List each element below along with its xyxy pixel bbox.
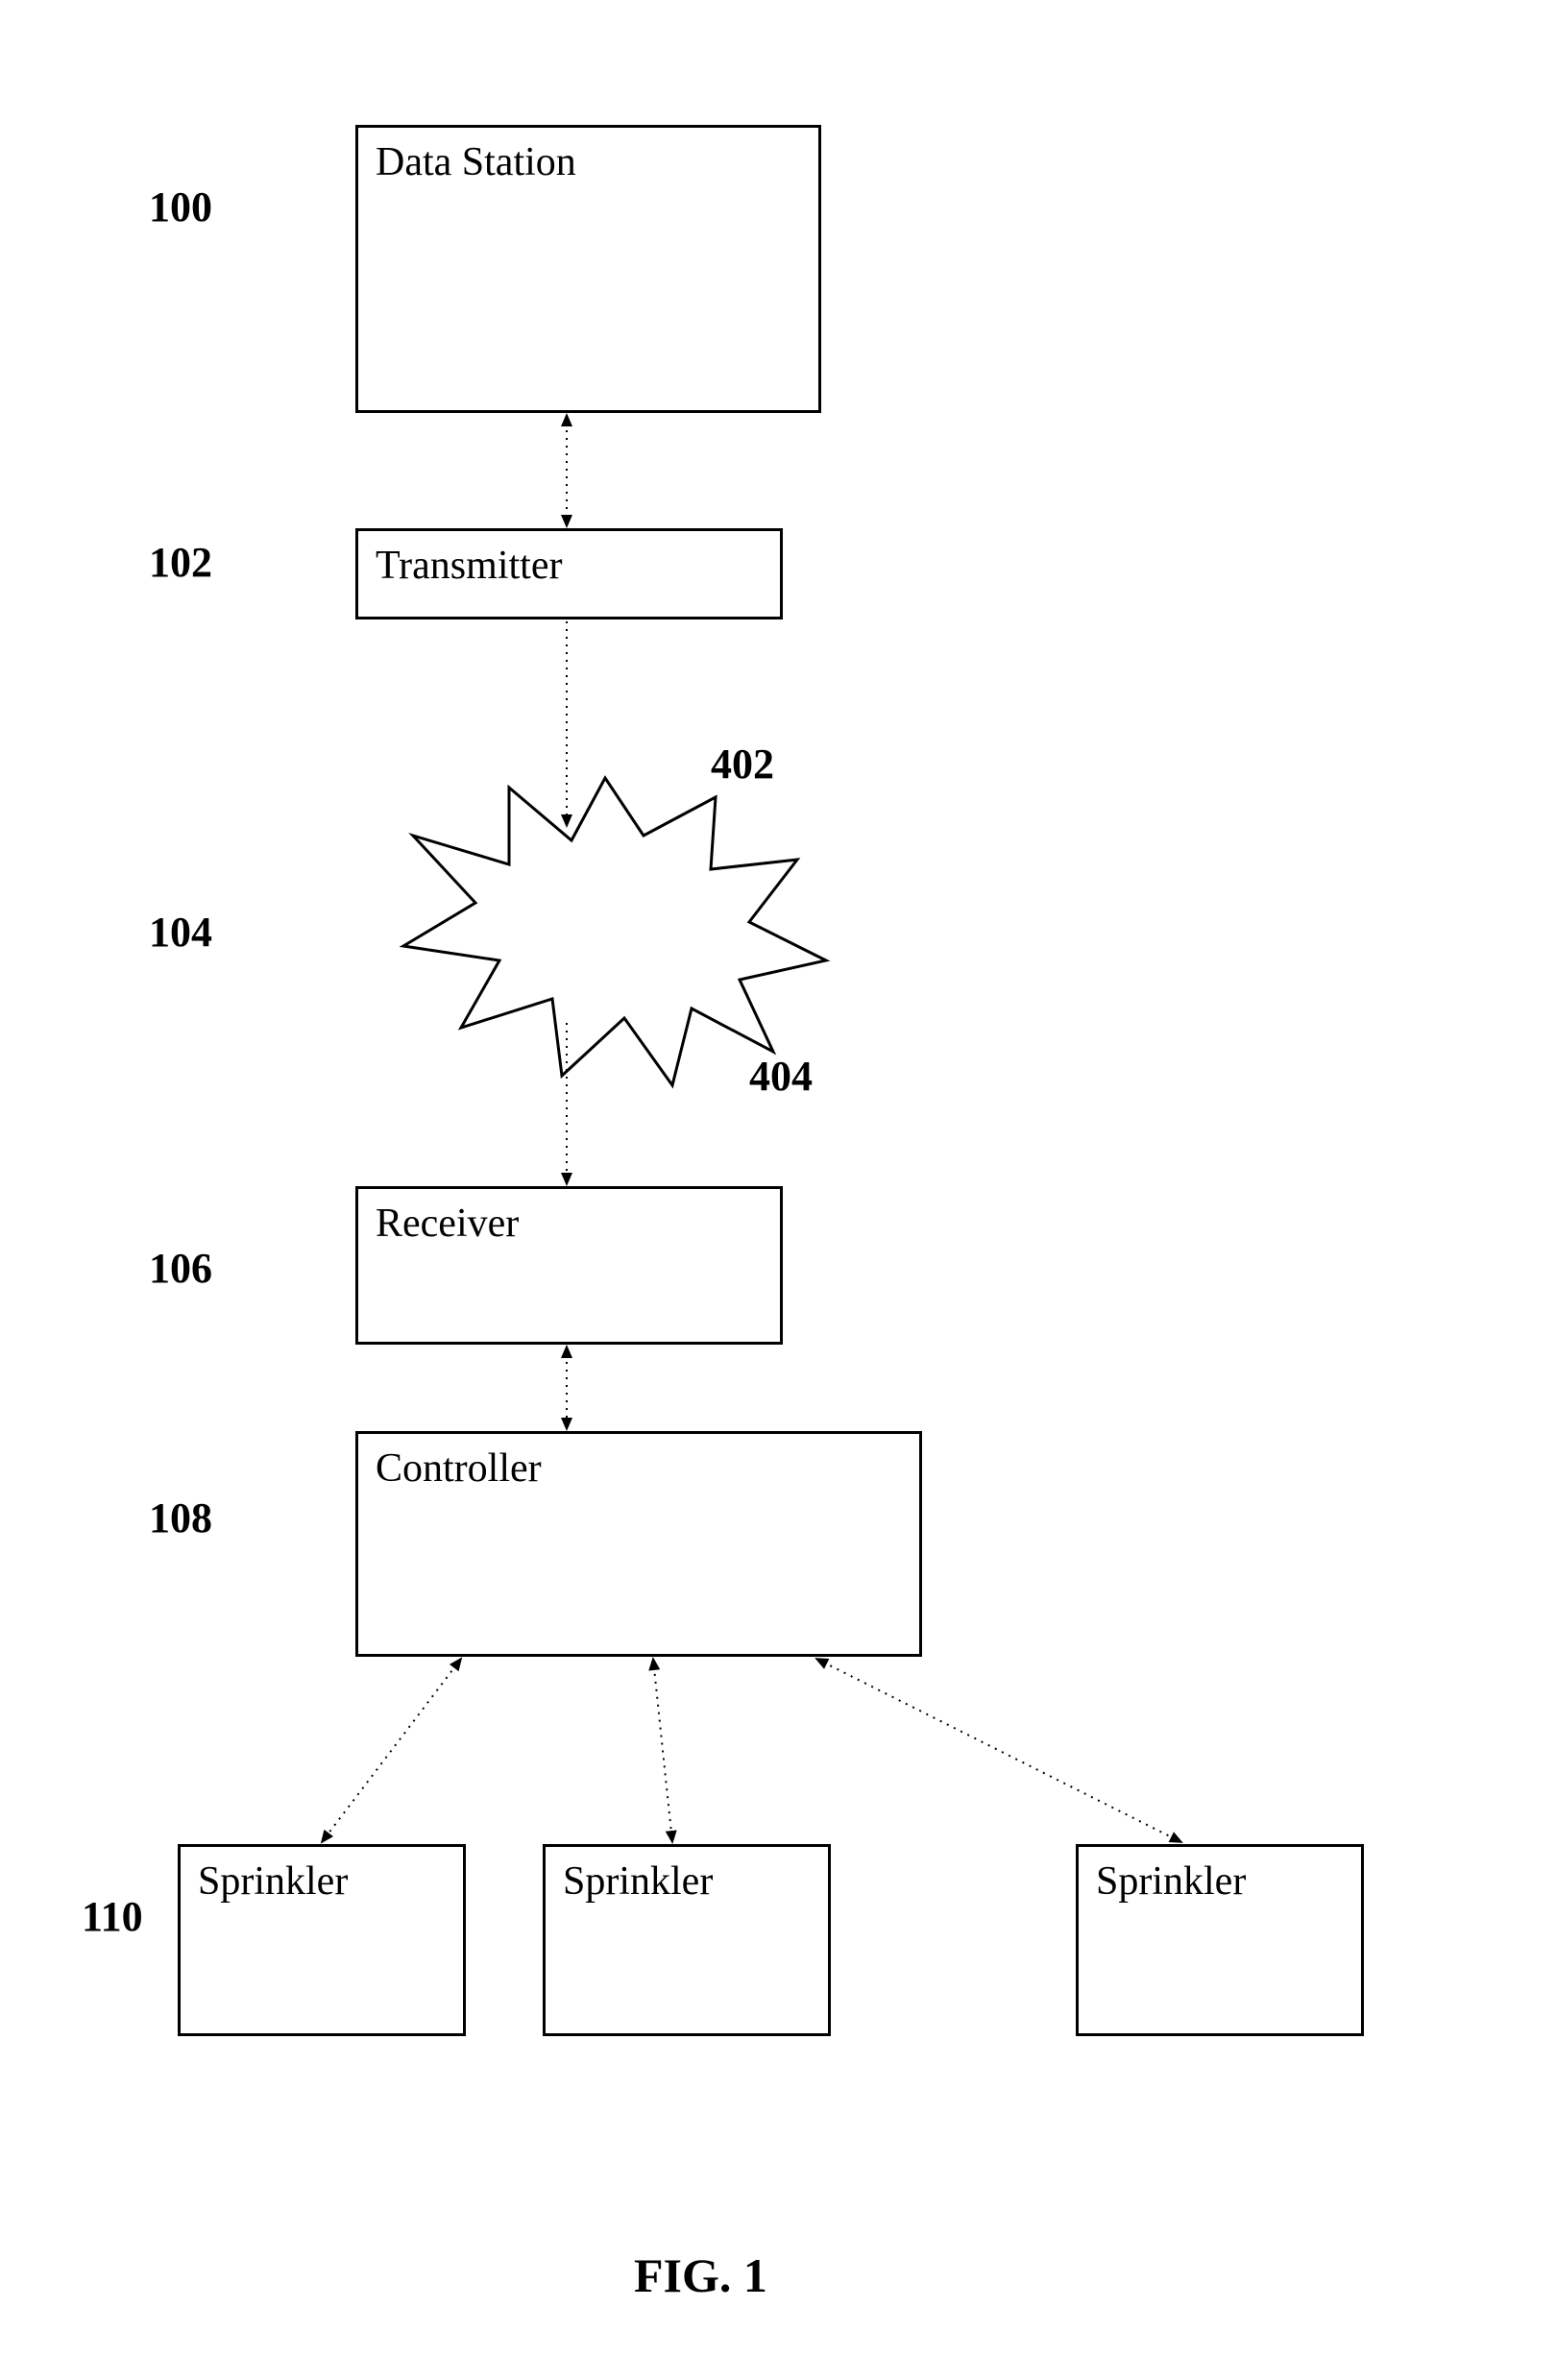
- ref-106: 106: [149, 1244, 212, 1293]
- node-sprinkler-3-label: Sprinkler: [1096, 1857, 1344, 1907]
- arrow-ct-s3: [816, 1659, 1181, 1842]
- node-data-station: Data Station: [355, 125, 821, 413]
- node-data-station-label: Data Station: [376, 137, 801, 188]
- figure-caption: FIG. 1: [634, 2247, 767, 2303]
- ref-100: 100: [149, 182, 212, 231]
- burst-line2: method: [547, 921, 663, 964]
- ref-104: 104: [149, 908, 212, 957]
- ref-108: 108: [149, 1494, 212, 1542]
- node-transmitter: Transmitter: [355, 528, 783, 619]
- node-sprinkler-2-label: Sprinkler: [563, 1857, 811, 1907]
- ref-402: 402: [711, 740, 774, 789]
- node-sprinkler-2: Sprinkler: [543, 1844, 831, 2036]
- diagram-canvas: Data Station Transmitter Receiver Contro…: [0, 0, 1556, 2380]
- node-receiver-label: Receiver: [376, 1199, 763, 1250]
- node-sprinkler-1: Sprinkler: [178, 1844, 466, 2036]
- node-burst-label: transmission method: [490, 874, 720, 966]
- arrow-ct-s2: [653, 1659, 672, 1842]
- ref-110: 110: [82, 1892, 143, 1941]
- node-receiver: Receiver: [355, 1186, 783, 1345]
- node-sprinkler-1-label: Sprinkler: [198, 1857, 446, 1907]
- ref-404: 404: [749, 1052, 813, 1101]
- node-sprinkler-3: Sprinkler: [1076, 1844, 1364, 2036]
- burst-line1: transmission: [508, 875, 702, 918]
- ref-102: 102: [149, 538, 212, 587]
- node-transmitter-label: Transmitter: [376, 541, 763, 592]
- node-controller: Controller: [355, 1431, 922, 1657]
- arrow-ct-s1: [322, 1659, 461, 1842]
- node-controller-label: Controller: [376, 1444, 902, 1494]
